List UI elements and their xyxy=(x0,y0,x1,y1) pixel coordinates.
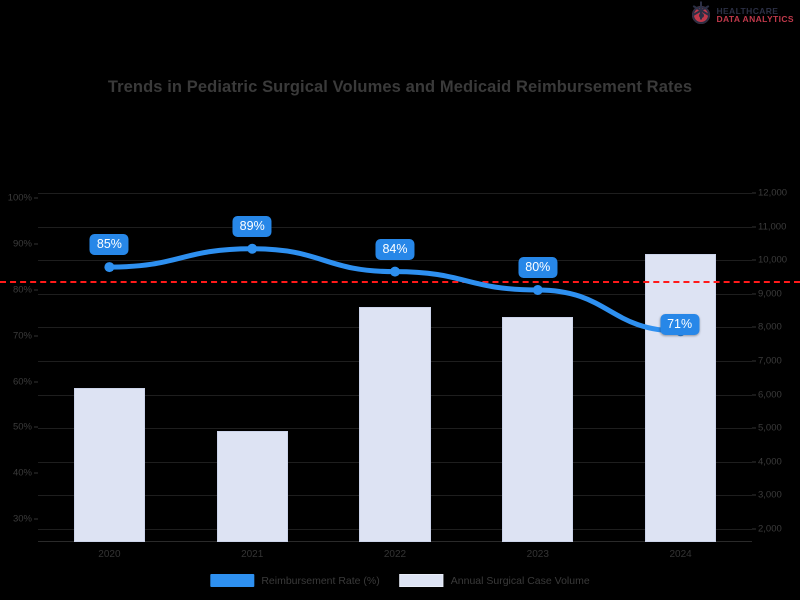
right-tick-mark xyxy=(752,394,756,396)
bar[interactable] xyxy=(73,387,146,542)
right-tick-label: 2,000 xyxy=(758,523,782,535)
gridline xyxy=(38,260,752,262)
right-tick-label: 5,000 xyxy=(758,422,782,434)
chart-title: Trends in Pediatric Surgical Volumes and… xyxy=(107,78,693,96)
right-tick-label: 8,000 xyxy=(758,321,782,333)
left-tick-mark xyxy=(34,243,38,245)
data-label-callout: 71% xyxy=(660,314,700,336)
left-tick-mark xyxy=(34,289,38,291)
right-tick-mark xyxy=(752,259,756,261)
logo-wordmark: HEALTHCARE DATA ANALYTICS xyxy=(716,5,794,24)
line-series xyxy=(104,243,686,337)
left-tick-mark xyxy=(34,472,38,474)
right-tick-label: 6,000 xyxy=(758,389,782,401)
right-tick-label: 3,000 xyxy=(758,489,782,501)
line-marker[interactable] xyxy=(104,262,115,273)
gridline xyxy=(38,226,752,228)
x-tick-label: 2021 xyxy=(241,549,264,560)
legend-item-line[interactable]: Reimbursement Rate (%) xyxy=(210,574,380,587)
right-tick-label: 9,000 xyxy=(758,288,782,300)
x-tick-label: 2022 xyxy=(383,549,407,560)
left-tick-label: 100% xyxy=(7,192,32,204)
bar[interactable] xyxy=(359,307,431,542)
line-path xyxy=(106,246,684,334)
left-tick-mark xyxy=(34,426,38,428)
right-tick-label: 11,000 xyxy=(758,221,787,233)
gear-circle-logo-icon xyxy=(690,1,712,26)
benchmark-reference-line xyxy=(0,280,800,283)
legend-item-bar[interactable]: Annual Surgical Case Volume xyxy=(399,574,590,587)
gridline xyxy=(38,293,752,295)
data-label-callout: 85% xyxy=(89,234,129,256)
right-tick-mark xyxy=(752,293,756,295)
line-marker[interactable] xyxy=(532,284,543,295)
left-tick-mark xyxy=(34,335,38,337)
right-tick-mark xyxy=(752,427,756,429)
left-tick-label: 80% xyxy=(12,284,32,296)
right-tick-label: 7,000 xyxy=(758,355,782,367)
left-tick-label: 90% xyxy=(12,238,32,250)
right-tick-label: 4,000 xyxy=(758,456,782,468)
legend-label-bar: Annual Surgical Case Volume xyxy=(450,574,590,587)
left-tick-label: 40% xyxy=(12,467,32,479)
legend-swatch-bar-icon xyxy=(399,574,444,587)
x-tick-label: 2020 xyxy=(98,549,121,560)
right-tick-mark xyxy=(752,326,756,328)
right-tick-mark xyxy=(752,461,756,463)
data-label-callout: 84% xyxy=(375,238,415,260)
right-tick-mark xyxy=(752,360,756,362)
left-tick-label: 50% xyxy=(12,421,32,433)
left-tick-mark xyxy=(34,518,38,520)
right-tick-mark xyxy=(752,226,756,228)
chart-legend: Reimbursement Rate (%) Annual Surgical C… xyxy=(200,569,599,592)
right-tick-mark xyxy=(752,528,756,530)
right-tick-mark xyxy=(752,494,756,496)
left-tick-label: 30% xyxy=(12,513,32,525)
logo-line-2: DATA ANALYTICS xyxy=(716,14,794,24)
left-tick-mark xyxy=(34,197,38,199)
left-tick-label: 60% xyxy=(12,376,32,388)
right-tick-label: 12,000 xyxy=(758,187,788,199)
data-label-callout: 89% xyxy=(232,215,272,237)
right-tick-mark xyxy=(752,192,756,194)
legend-swatch-line-icon xyxy=(210,574,255,587)
line-marker[interactable] xyxy=(247,243,258,254)
bar[interactable] xyxy=(644,253,717,542)
left-tick-label: 70% xyxy=(12,330,32,342)
x-tick-label: 2024 xyxy=(669,549,692,560)
line-marker[interactable] xyxy=(390,266,400,277)
bar[interactable] xyxy=(216,431,288,542)
logo-line-1: HEALTHCARE xyxy=(716,5,779,16)
gridline xyxy=(38,193,752,195)
x-tick-label: 2023 xyxy=(526,549,549,560)
bar[interactable] xyxy=(502,317,574,542)
left-tick-mark xyxy=(34,381,38,383)
right-tick-label: 10,000 xyxy=(758,254,788,266)
brand-logo: HEALTHCARE DATA ANALYTICS xyxy=(690,1,794,26)
data-label-callout: 80% xyxy=(518,256,558,278)
plot-area: 100% 90% 80% 70% 60% 50% 40% 30% 12,000 11,000 10… xyxy=(0,180,800,560)
legend-label-line: Reimbursement Rate (%) xyxy=(261,574,380,587)
